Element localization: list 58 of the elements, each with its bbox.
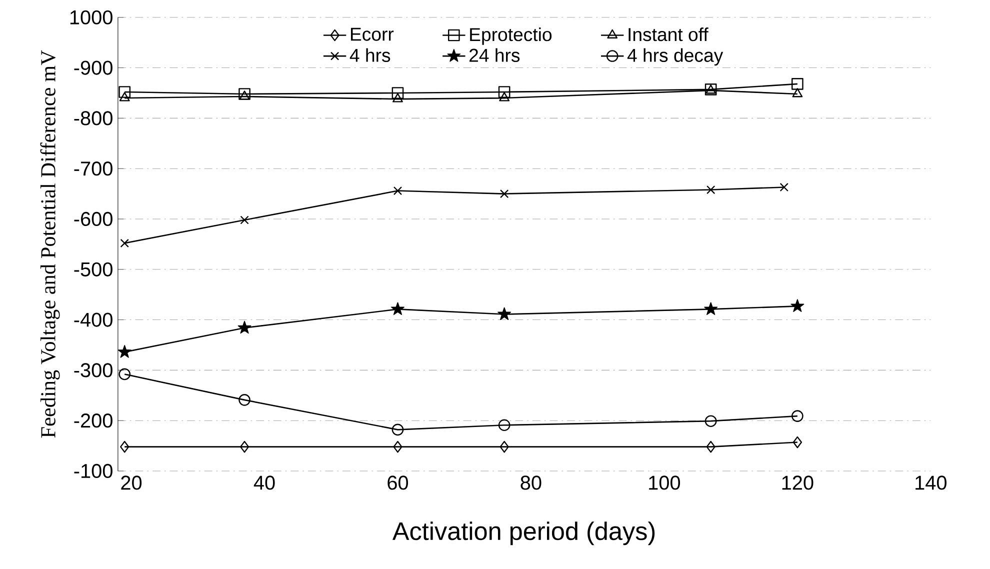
point: [500, 440, 509, 453]
y-tick-label: -600: [74, 212, 112, 226]
point: [120, 238, 129, 248]
x-tick-label: 100: [649, 476, 680, 490]
y-tick-label: -400: [74, 312, 112, 327]
point: [706, 185, 716, 194]
point: [393, 186, 402, 196]
y-tick-label: -200: [74, 414, 112, 428]
x-tick-label: 20: [121, 476, 142, 490]
point: [240, 440, 250, 453]
point: [391, 302, 404, 316]
point: [498, 307, 512, 320]
legend-label: 4 hrs decay: [627, 48, 724, 66]
point: [498, 419, 510, 432]
point: [780, 182, 788, 192]
point: [118, 345, 132, 358]
legend-label: Eprotectio: [470, 28, 552, 45]
point: [790, 299, 804, 312]
y-tick-label: 1000: [70, 10, 112, 24]
y-tick-label: -300: [74, 363, 112, 378]
point: [239, 90, 250, 100]
point: [120, 440, 130, 453]
legend-label: 24 hrs: [470, 48, 520, 62]
legend-label: Ecorr: [350, 28, 394, 41]
point: [792, 78, 804, 90]
point: [392, 93, 403, 102]
x-tick-label: 120: [782, 476, 814, 490]
point: [704, 415, 717, 428]
point: [500, 189, 509, 198]
legend-label: 4 hrs: [350, 48, 390, 62]
point: [499, 92, 510, 102]
point: [792, 436, 802, 448]
x-axis-title: Activation period (days): [392, 522, 655, 546]
point: [498, 86, 510, 98]
point: [393, 440, 402, 453]
point: [392, 87, 404, 99]
point: [118, 368, 131, 380]
point: [118, 86, 131, 98]
x-tick-label: 80: [520, 476, 542, 490]
y-axis-title: Feeding Voltage and Potential Difference mV: [40, 50, 60, 438]
point: [238, 394, 250, 406]
y-tick-label: -800: [74, 111, 112, 126]
point: [792, 410, 804, 422]
point: [240, 216, 249, 224]
y-tick-label: -500: [74, 262, 112, 276]
point: [238, 320, 252, 334]
point: [706, 440, 716, 453]
legend-label: Instant off: [628, 28, 708, 42]
x-tick-label: 40: [254, 476, 275, 490]
y-tick-label: -900: [74, 60, 112, 75]
point: [238, 88, 250, 100]
y-tick-label: -700: [74, 162, 112, 176]
point: [392, 424, 404, 436]
x-tick-label: 60: [388, 476, 408, 490]
x-tick-label: 140: [916, 476, 946, 490]
point: [792, 88, 803, 98]
y-tick-label: -100: [74, 464, 112, 478]
point: [704, 302, 718, 316]
